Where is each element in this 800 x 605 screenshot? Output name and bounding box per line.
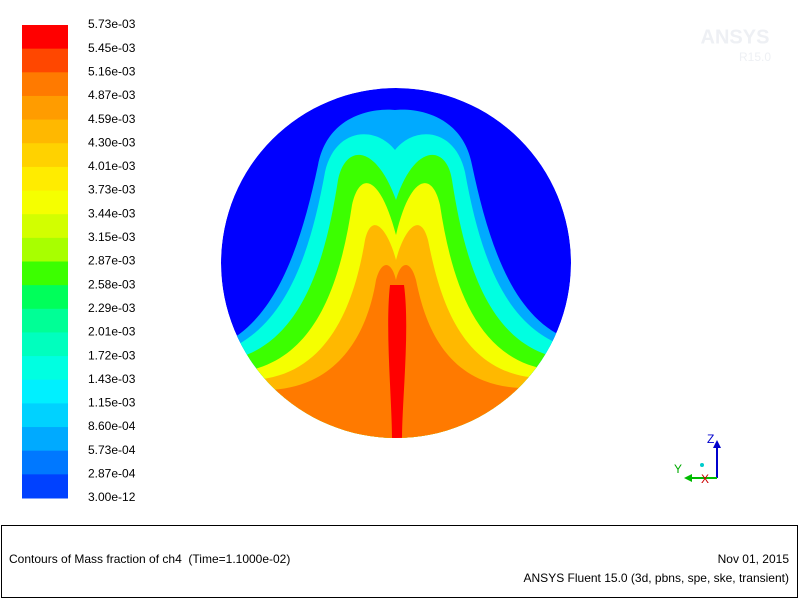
caption-box	[1, 525, 798, 598]
colorbar-band	[22, 427, 68, 452]
colorbar-label: 5.45e-03	[88, 41, 136, 55]
arrow-head	[713, 440, 721, 448]
colorbar-band	[22, 356, 68, 381]
colorbar-label: 3.44e-03	[88, 206, 136, 220]
colorbar-band	[22, 237, 68, 262]
colorbar-band	[22, 403, 68, 428]
colorbar-label: 5.16e-03	[88, 64, 136, 78]
triad-origin	[700, 463, 704, 467]
watermark: ANSYS	[701, 26, 770, 48]
colorbar-label: 1.15e-03	[88, 396, 136, 410]
colorbar-band	[22, 119, 68, 144]
colorbar-band	[22, 379, 68, 404]
colorbar-label: 1.43e-03	[88, 372, 136, 386]
contour-band	[388, 285, 407, 438]
colorbar-label: 2.87e-03	[88, 254, 136, 268]
colorbar-label: 2.01e-03	[88, 325, 136, 339]
z-label: Z	[707, 432, 714, 446]
colorbar-band	[22, 95, 68, 121]
axis-triad: Z Y X	[674, 432, 721, 486]
colorbar-band	[22, 166, 68, 192]
caption-title: Contours of Mass fraction of ch4 (Time=1…	[9, 552, 290, 566]
colorbar-band	[22, 261, 68, 286]
colorbar-label: 2.58e-03	[88, 277, 136, 291]
colorbar-label: 5.73e-03	[88, 17, 136, 31]
colorbar-label: 8.60e-04	[88, 419, 136, 433]
colorbar-label: 2.87e-04	[88, 467, 136, 481]
colorbar-label: 3.73e-03	[88, 183, 136, 197]
colorbar-band	[22, 214, 68, 239]
colorbar-band	[22, 332, 68, 357]
colorbar-band	[22, 285, 68, 310]
colorbar-label: 4.59e-03	[88, 112, 136, 126]
colorbar-band	[22, 143, 68, 168]
colorbar-band	[22, 190, 68, 215]
colorbar-label: 1.72e-03	[88, 348, 136, 362]
colorbar-band	[22, 25, 68, 50]
colorbar-band	[22, 48, 68, 73]
colorbar-label: 3.00e-12	[88, 490, 136, 504]
colorbar-label: 4.30e-03	[88, 135, 136, 149]
colorbar-band	[22, 308, 68, 333]
colorbar-label: 3.15e-03	[88, 230, 136, 244]
colorbar-band	[22, 72, 68, 97]
watermark: R15.0	[739, 50, 771, 64]
colorbar-label: 4.01e-03	[88, 159, 136, 173]
colorbar-band	[22, 450, 68, 475]
x-label: X	[701, 472, 709, 486]
contour-plot	[221, 88, 571, 438]
colorbar: 5.73e-03 5.45e-03 5.16e-03 4.87e-03 4.59e-03…	[22, 17, 136, 504]
colorbar-label: 2.29e-03	[88, 301, 136, 315]
colorbar-label: 5.73e-04	[88, 443, 136, 457]
y-label: Y	[674, 462, 682, 476]
caption-product: ANSYS Fluent 15.0 (3d, pbns, spe, ske, t…	[524, 571, 789, 585]
colorbar-band	[22, 474, 68, 499]
caption-date: Nov 01, 2015	[718, 552, 790, 566]
arrow-head	[684, 474, 692, 482]
colorbar-label: 4.87e-03	[88, 88, 136, 102]
